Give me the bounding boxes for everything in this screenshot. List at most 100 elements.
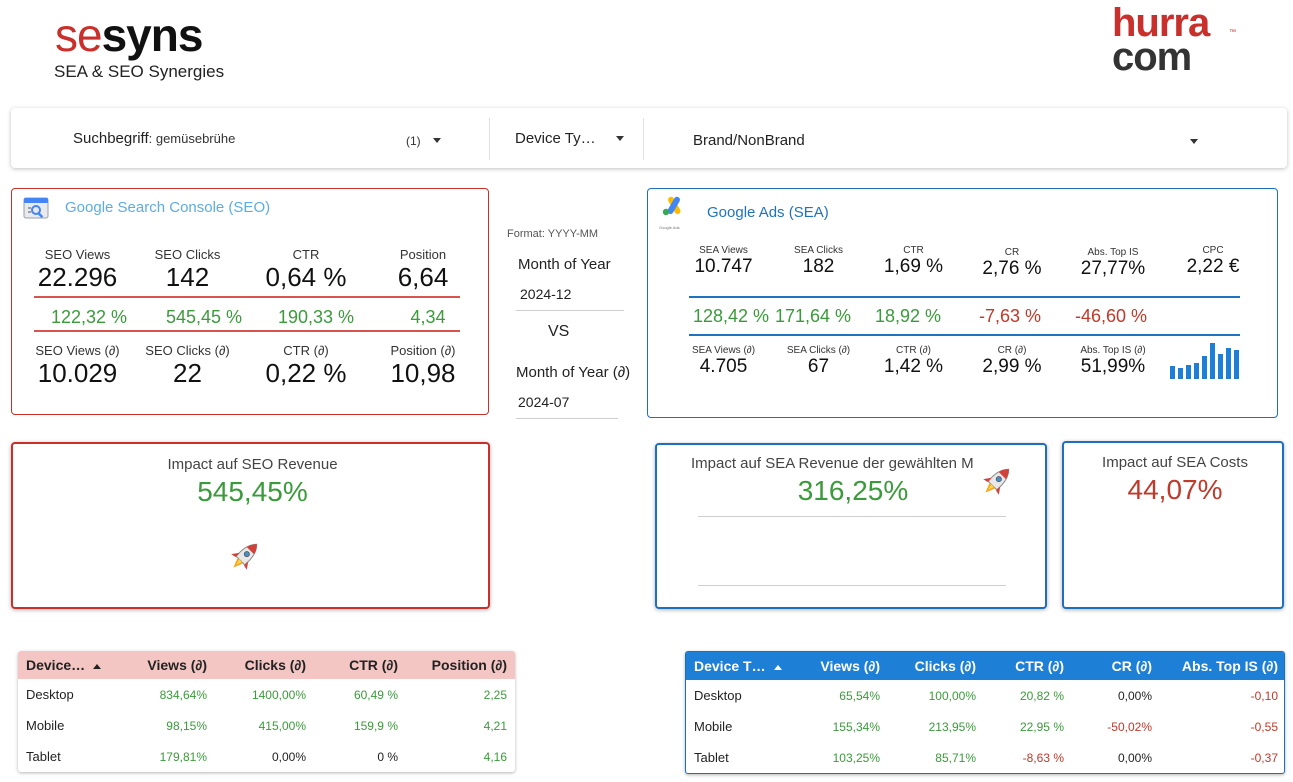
- sea-divider-bottom: [689, 334, 1240, 336]
- seo-revenue-impact-value: 545,45%: [197, 476, 308, 507]
- seo-panel-title: Google Search Console (SEO): [65, 199, 271, 216]
- seo-deltas: 122,32 % 545,45 % 190,33 % 4,34: [24, 307, 478, 328]
- column-header-views[interactable]: Views (∂): [794, 652, 888, 680]
- table-header-row: Device T… Views (∂) Clicks (∂) CTR (∂) C…: [686, 652, 1284, 680]
- metric-label: Abs. Top IS: [1087, 247, 1139, 258]
- chevron-down-icon[interactable]: [1190, 139, 1198, 144]
- brand-filter[interactable]: Brand/NonBrand: [693, 132, 805, 150]
- sea-metric-views: SEA Views 10.747: [676, 245, 771, 280]
- table-row[interactable]: Tablet 179,81% 0,00% 0 % 4,16: [18, 741, 515, 772]
- vs-label: VS: [548, 323, 570, 340]
- top-is-sparkline: [1170, 343, 1239, 379]
- sea-revenue-impact-panel: Impact auf SEA Revenue der gewählten M 3…: [655, 443, 1047, 609]
- column-header-device[interactable]: Device…: [18, 651, 122, 679]
- value-cell: -0,55: [1250, 719, 1278, 734]
- metric-value: 67: [807, 356, 830, 377]
- seo-previous-metrics: SEO Views (∂) 10.029 SEO Clicks (∂) 22 CTR…: [24, 343, 478, 389]
- value-cell: 22,95 %: [1019, 719, 1064, 734]
- gridline: [698, 585, 1006, 586]
- column-header-position[interactable]: Position (∂): [406, 651, 515, 679]
- sea-metric-top-is-prev: Abs. Top IS (∂) 51,99%: [1063, 345, 1163, 378]
- metric-label: CTR (∂): [896, 345, 931, 356]
- seo-metric-ctr-prev: CTR (∂) 0,22 %: [244, 343, 368, 389]
- sea-previous-metrics: SEA Views (∂) 4.705 SEA Clicks (∂) 67 CTR …: [676, 345, 1166, 378]
- search-console-icon: [22, 194, 50, 227]
- hurra-logo-top: hurra: [1112, 1, 1210, 45]
- sea-device-table: Device T… Views (∂) Clicks (∂) CTR (∂) C…: [685, 651, 1285, 774]
- metric-value: 10.747: [694, 256, 753, 277]
- table-header-row: Device… Views (∂) Clicks (∂) CTR (∂) Pos…: [18, 651, 515, 679]
- seo-device-table: Device… Views (∂) Clicks (∂) CTR (∂) Pos…: [18, 651, 515, 772]
- value-cell: 834,64%: [159, 687, 207, 702]
- column-header-clicks[interactable]: Clicks (∂): [215, 651, 314, 679]
- metric-value: 182: [802, 256, 835, 277]
- seo-delta-ctr: 190,33 %: [277, 307, 355, 327]
- metric-value: 2,76 %: [982, 258, 1042, 279]
- sparkline-bar: [1226, 348, 1231, 379]
- value-cell: 98,15%: [166, 718, 207, 733]
- column-header-cr[interactable]: CR (∂): [1072, 652, 1160, 680]
- gridline: [698, 516, 1006, 517]
- seo-revenue-impact-title: Impact auf SEO Revenue: [167, 456, 338, 473]
- sea-metric-cr: CR 2,76 %: [961, 245, 1063, 280]
- table-row[interactable]: Desktop 65,54% 100,00% 20,82 % 0,00% -0,10: [686, 680, 1284, 711]
- search-term-dropdown[interactable]: (1): [406, 132, 442, 150]
- device-type-label: Device Ty…: [515, 130, 596, 147]
- sea-delta-top-is: -46,60 %: [1075, 306, 1148, 326]
- sea-costs-impact-title: Impact auf SEA Costs: [1102, 454, 1248, 471]
- seo-metric-clicks-prev: SEO Clicks (∂) 22: [131, 343, 244, 389]
- seo-delta-clicks: 545,45 %: [165, 307, 243, 327]
- current-period-underline: [516, 310, 624, 311]
- column-header-label: Device T…: [694, 658, 766, 674]
- chevron-down-icon: [433, 138, 442, 144]
- metric-label: CTR: [903, 245, 924, 256]
- metric-label: SEA Clicks: [794, 245, 843, 256]
- compare-period-underline: [516, 418, 618, 419]
- search-term-value: : gemüsebrühe: [148, 131, 236, 146]
- compare-period-input[interactable]: 2024-07: [518, 394, 570, 410]
- google-ads-caption: Google Ads: [659, 225, 680, 230]
- sparkline-bar: [1202, 356, 1207, 379]
- search-term-count: (1): [406, 134, 421, 148]
- logo-syns-text: syns: [101, 9, 204, 61]
- current-period-input[interactable]: 2024-12: [520, 286, 572, 302]
- table-row[interactable]: Desktop 834,64% 1400,00% 60,49 % 2,25: [18, 679, 515, 710]
- column-header-device[interactable]: Device T…: [686, 652, 794, 680]
- sea-divider-top: [689, 296, 1240, 298]
- table-row[interactable]: Mobile 98,15% 415,00% 159,9 % 4,21: [18, 710, 515, 741]
- seo-delta-views: 122,32 %: [50, 307, 128, 327]
- device-cell: Desktop: [26, 687, 74, 702]
- column-header-top-is[interactable]: Abs. Top IS (∂): [1160, 652, 1284, 680]
- table-row[interactable]: Tablet 103,25% 85,71% -8,63 % 0,00% -0,37: [686, 742, 1284, 773]
- sparkline-bar: [1234, 350, 1239, 379]
- sea-metric-ctr: CTR 1,69 %: [866, 245, 961, 280]
- chevron-down-icon: [616, 136, 625, 142]
- column-header-ctr[interactable]: CTR (∂): [984, 652, 1072, 680]
- sea-delta-ctr: 18,92 %: [875, 306, 942, 326]
- filter-bar: Suchbegriff: gemüsebrühe (1) Device Ty… …: [11, 108, 1287, 168]
- sea-metric-views-prev: SEA Views (∂) 4.705: [676, 345, 771, 378]
- column-header-clicks[interactable]: Clicks (∂): [888, 652, 984, 680]
- seo-metric-ctr: CTR 0,64 %: [244, 247, 368, 293]
- hurra-logo-bottom: com: [1112, 35, 1192, 79]
- column-header-views[interactable]: Views (∂): [122, 651, 215, 679]
- metric-value: 27,77%: [1080, 258, 1146, 279]
- metric-label: SEO Clicks (∂): [145, 343, 230, 358]
- current-period-label: Month of Year: [518, 256, 611, 273]
- table-row[interactable]: Mobile 155,34% 213,95% 22,95 % -50,02% -0,55: [686, 711, 1284, 742]
- metric-label: SEA Views: [699, 245, 748, 256]
- device-cell: Tablet: [694, 750, 729, 765]
- hurra-logo: hurra com ™: [1112, 1, 1236, 79]
- column-header-ctr[interactable]: CTR (∂): [314, 651, 406, 679]
- metric-value: 10,98: [390, 358, 456, 388]
- compare-period-label: Month of Year (∂): [516, 364, 631, 381]
- device-cell: Mobile: [26, 718, 65, 733]
- search-term-filter[interactable]: Suchbegriff: gemüsebrühe: [73, 130, 235, 148]
- device-type-filter[interactable]: Device Ty…: [515, 130, 625, 148]
- sparkline-bar: [1218, 354, 1223, 379]
- rocket-icon: [223, 536, 265, 583]
- value-cell: 4,16: [483, 749, 507, 764]
- value-cell: -50,02%: [1107, 719, 1152, 734]
- value-cell: -8,63 %: [1022, 750, 1064, 765]
- seo-metric-position: Position 6,64: [368, 247, 478, 293]
